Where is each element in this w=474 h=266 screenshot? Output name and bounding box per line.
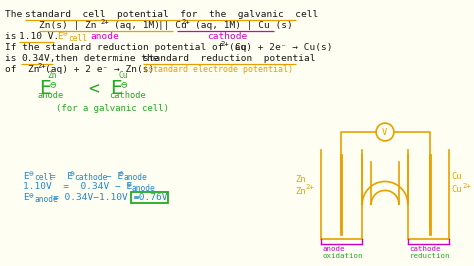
Text: 1.10V  =  0.34V − E: 1.10V = 0.34V − E — [23, 182, 132, 192]
Text: cathode: cathode — [410, 246, 441, 252]
Text: Zn: Zn — [295, 188, 306, 196]
Text: E: E — [57, 32, 63, 41]
Text: ⊖: ⊖ — [63, 30, 67, 39]
Text: 2+: 2+ — [37, 63, 46, 69]
Text: anode: anode — [34, 195, 58, 204]
Text: 2+: 2+ — [462, 184, 471, 189]
Text: E: E — [39, 78, 51, 98]
Text: ⊖: ⊖ — [119, 170, 124, 178]
Text: (standard electrode potential): (standard electrode potential) — [143, 65, 293, 74]
Text: cathode: cathode — [109, 92, 146, 101]
Text: (aq) + 2 e⁻ → Zn(s): (aq) + 2 e⁻ → Zn(s) — [45, 65, 154, 74]
Text: Zn: Zn — [295, 174, 306, 184]
Text: cathode: cathode — [74, 173, 108, 182]
Text: E: E — [23, 193, 29, 202]
Text: Cu: Cu — [451, 172, 462, 181]
Text: If the standard reduction potential of  Cu: If the standard reduction potential of C… — [5, 43, 247, 52]
Text: V: V — [382, 128, 387, 137]
Text: Cu: Cu — [451, 185, 462, 194]
Text: ⊖: ⊖ — [121, 80, 128, 90]
Text: 0.34V,: 0.34V, — [21, 54, 55, 63]
Text: 2+: 2+ — [182, 19, 190, 25]
Text: ⊖: ⊖ — [29, 170, 34, 178]
Text: reduction: reduction — [410, 253, 450, 259]
Text: standard  cell  potential  for  the  galvanic  cell: standard cell potential for the galvanic… — [25, 10, 319, 19]
Text: anode: anode — [38, 92, 64, 101]
Text: E: E — [23, 172, 29, 181]
Text: of  Zn: of Zn — [5, 65, 40, 74]
Text: is: is — [5, 32, 28, 41]
Text: Zn: Zn — [48, 71, 57, 80]
Text: Zn(s) | Zn: Zn(s) | Zn — [39, 21, 97, 30]
Text: standard  reduction  potential: standard reduction potential — [143, 54, 315, 63]
Text: then determine the: then determine the — [55, 54, 164, 63]
Text: <: < — [88, 81, 99, 99]
FancyBboxPatch shape — [131, 192, 168, 203]
Text: anode: anode — [132, 184, 155, 193]
Text: is: is — [5, 54, 28, 63]
Text: 2+: 2+ — [306, 184, 315, 190]
Text: E: E — [110, 78, 122, 98]
Text: anode: anode — [124, 173, 148, 182]
Text: 2+: 2+ — [221, 41, 229, 47]
Text: Cu: Cu — [118, 71, 128, 80]
Text: ⊖: ⊖ — [50, 80, 56, 90]
Text: − E: − E — [106, 172, 123, 181]
Text: cell: cell — [69, 34, 88, 43]
Text: (for a galvanic cell): (for a galvanic cell) — [56, 104, 169, 113]
Text: anode: anode — [91, 32, 119, 41]
Text: cathode: cathode — [207, 32, 247, 41]
Text: ⊖: ⊖ — [29, 191, 34, 200]
Text: (aq, 1M) | Cu (s): (aq, 1M) | Cu (s) — [195, 21, 293, 30]
Text: cell: cell — [34, 173, 53, 182]
Text: oxidation: oxidation — [323, 253, 363, 259]
Text: =  E: = E — [50, 172, 73, 181]
Text: || Cu: || Cu — [158, 21, 186, 30]
Text: (aq) + 2e⁻ → Cu(s): (aq) + 2e⁻ → Cu(s) — [229, 43, 332, 52]
Text: anode: anode — [323, 246, 345, 252]
Text: (aq, 1M): (aq, 1M) — [114, 21, 160, 30]
Text: ⊖: ⊖ — [127, 181, 132, 189]
Text: The: The — [5, 10, 28, 19]
Text: ⊖: ⊖ — [70, 170, 74, 178]
Text: 1.10 V.: 1.10 V. — [19, 32, 59, 41]
Text: = 0.34V−1.10V =: = 0.34V−1.10V = — [53, 193, 145, 202]
Text: −0.76V: −0.76V — [134, 193, 168, 202]
Text: 2+: 2+ — [100, 19, 109, 25]
